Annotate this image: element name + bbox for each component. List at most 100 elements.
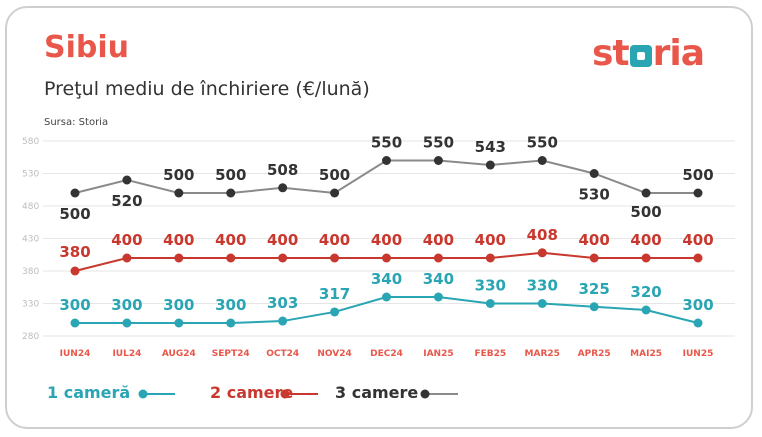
data-label: 300 (215, 296, 246, 314)
data-label: 520 (111, 192, 142, 210)
x-tick-label: IUN25 (683, 349, 714, 359)
data-label: 400 (267, 231, 298, 249)
data-label: 400 (319, 231, 350, 249)
x-tick-label: MAI25 (630, 349, 662, 359)
x-tick-label: IUN24 (60, 349, 91, 359)
legend-3-camere: 3 camere (335, 383, 418, 402)
data-point (589, 302, 599, 312)
logo-o-icon (629, 45, 652, 67)
data-label: 400 (371, 231, 402, 249)
data-label: 400 (163, 231, 194, 249)
data-point (278, 183, 288, 193)
data-label: 508 (267, 161, 298, 179)
data-point (278, 253, 288, 263)
x-tick-label: IAN25 (423, 349, 453, 359)
data-label: 500 (163, 166, 194, 184)
legend-2-camere-label: 2 camere (210, 383, 294, 402)
data-label: 543 (475, 138, 506, 156)
y-tick-label: 430 (22, 235, 39, 245)
data-label: 330 (475, 277, 506, 295)
data-label: 400 (682, 231, 713, 249)
data-label: 550 (527, 134, 558, 152)
data-point (485, 299, 495, 308)
legend-2-camere: 2 camere (210, 383, 293, 402)
chart-subtitle: Preţul mediu de închiriere (€/lună) (44, 78, 370, 100)
data-point (641, 188, 651, 198)
data-label: 500 (630, 203, 661, 221)
y-tick-label: 580 (22, 137, 39, 147)
data-point (70, 188, 80, 198)
x-tick-label: AUG24 (162, 349, 196, 359)
data-point (226, 188, 236, 198)
data-label: 500 (682, 166, 713, 184)
data-label: 400 (111, 231, 142, 249)
data-label: 303 (267, 294, 298, 312)
data-point (433, 292, 443, 302)
data-point (174, 318, 184, 328)
data-label: 317 (319, 285, 350, 303)
data-label: 500 (215, 166, 246, 184)
data-point (70, 266, 80, 276)
x-tick-label: FEB25 (474, 349, 506, 359)
data-point (537, 299, 547, 308)
data-label: 400 (215, 231, 246, 249)
y-tick-label: 280 (22, 332, 39, 342)
x-tick-label: IUL24 (112, 349, 141, 359)
x-tick-label: APR25 (578, 349, 611, 359)
data-label: 340 (423, 270, 454, 288)
data-point (485, 253, 495, 263)
legend-1-camera: 1 cameră (47, 383, 130, 402)
data-point (433, 156, 443, 165)
x-tick-label: NOV24 (317, 349, 351, 359)
data-label: 400 (630, 231, 661, 249)
data-label: 340 (371, 270, 402, 288)
data-label: 300 (163, 296, 194, 314)
data-label: 300 (59, 296, 90, 314)
data-label: 408 (527, 226, 558, 244)
data-point (122, 253, 132, 263)
data-point (278, 316, 288, 326)
legend-3-camere-label: 3 camere (335, 383, 419, 402)
data-label: 330 (527, 277, 558, 295)
data-point (537, 156, 547, 165)
y-tick-label: 480 (22, 202, 39, 212)
data-point (693, 253, 703, 263)
data-point (330, 307, 340, 317)
data-point (330, 253, 340, 263)
data-point (641, 305, 651, 315)
data-point (382, 156, 391, 165)
data-label: 500 (59, 205, 90, 223)
x-tick-label: OCT24 (266, 349, 299, 359)
chart-card (5, 6, 753, 429)
x-tick-label: MAR25 (525, 349, 560, 359)
storia-logo: st ria (592, 33, 705, 74)
data-point (382, 253, 391, 263)
data-label: 550 (423, 134, 454, 152)
city-title: Sibiu (44, 30, 130, 65)
data-point (226, 253, 236, 263)
x-tick-label: SEPT24 (212, 349, 250, 359)
data-point (433, 253, 443, 263)
data-point (70, 318, 80, 328)
data-label: 320 (630, 283, 661, 301)
y-tick-label: 530 (22, 170, 39, 180)
data-point (382, 292, 391, 302)
data-point (330, 188, 340, 198)
data-point (537, 248, 547, 258)
data-label: 550 (371, 134, 402, 152)
data-label: 300 (111, 296, 142, 314)
legend-1-camera-label: 1 cameră (47, 383, 131, 402)
y-tick-label: 380 (22, 267, 39, 277)
data-label: 530 (579, 186, 610, 204)
data-label: 400 (579, 231, 610, 249)
data-point (641, 253, 651, 263)
data-label: 325 (579, 280, 610, 298)
data-label: 300 (682, 296, 713, 314)
data-point (226, 318, 236, 328)
data-point (693, 318, 703, 328)
data-point (693, 188, 703, 198)
data-point (485, 160, 495, 170)
data-point (174, 253, 184, 263)
y-tick-label: 330 (22, 300, 39, 310)
